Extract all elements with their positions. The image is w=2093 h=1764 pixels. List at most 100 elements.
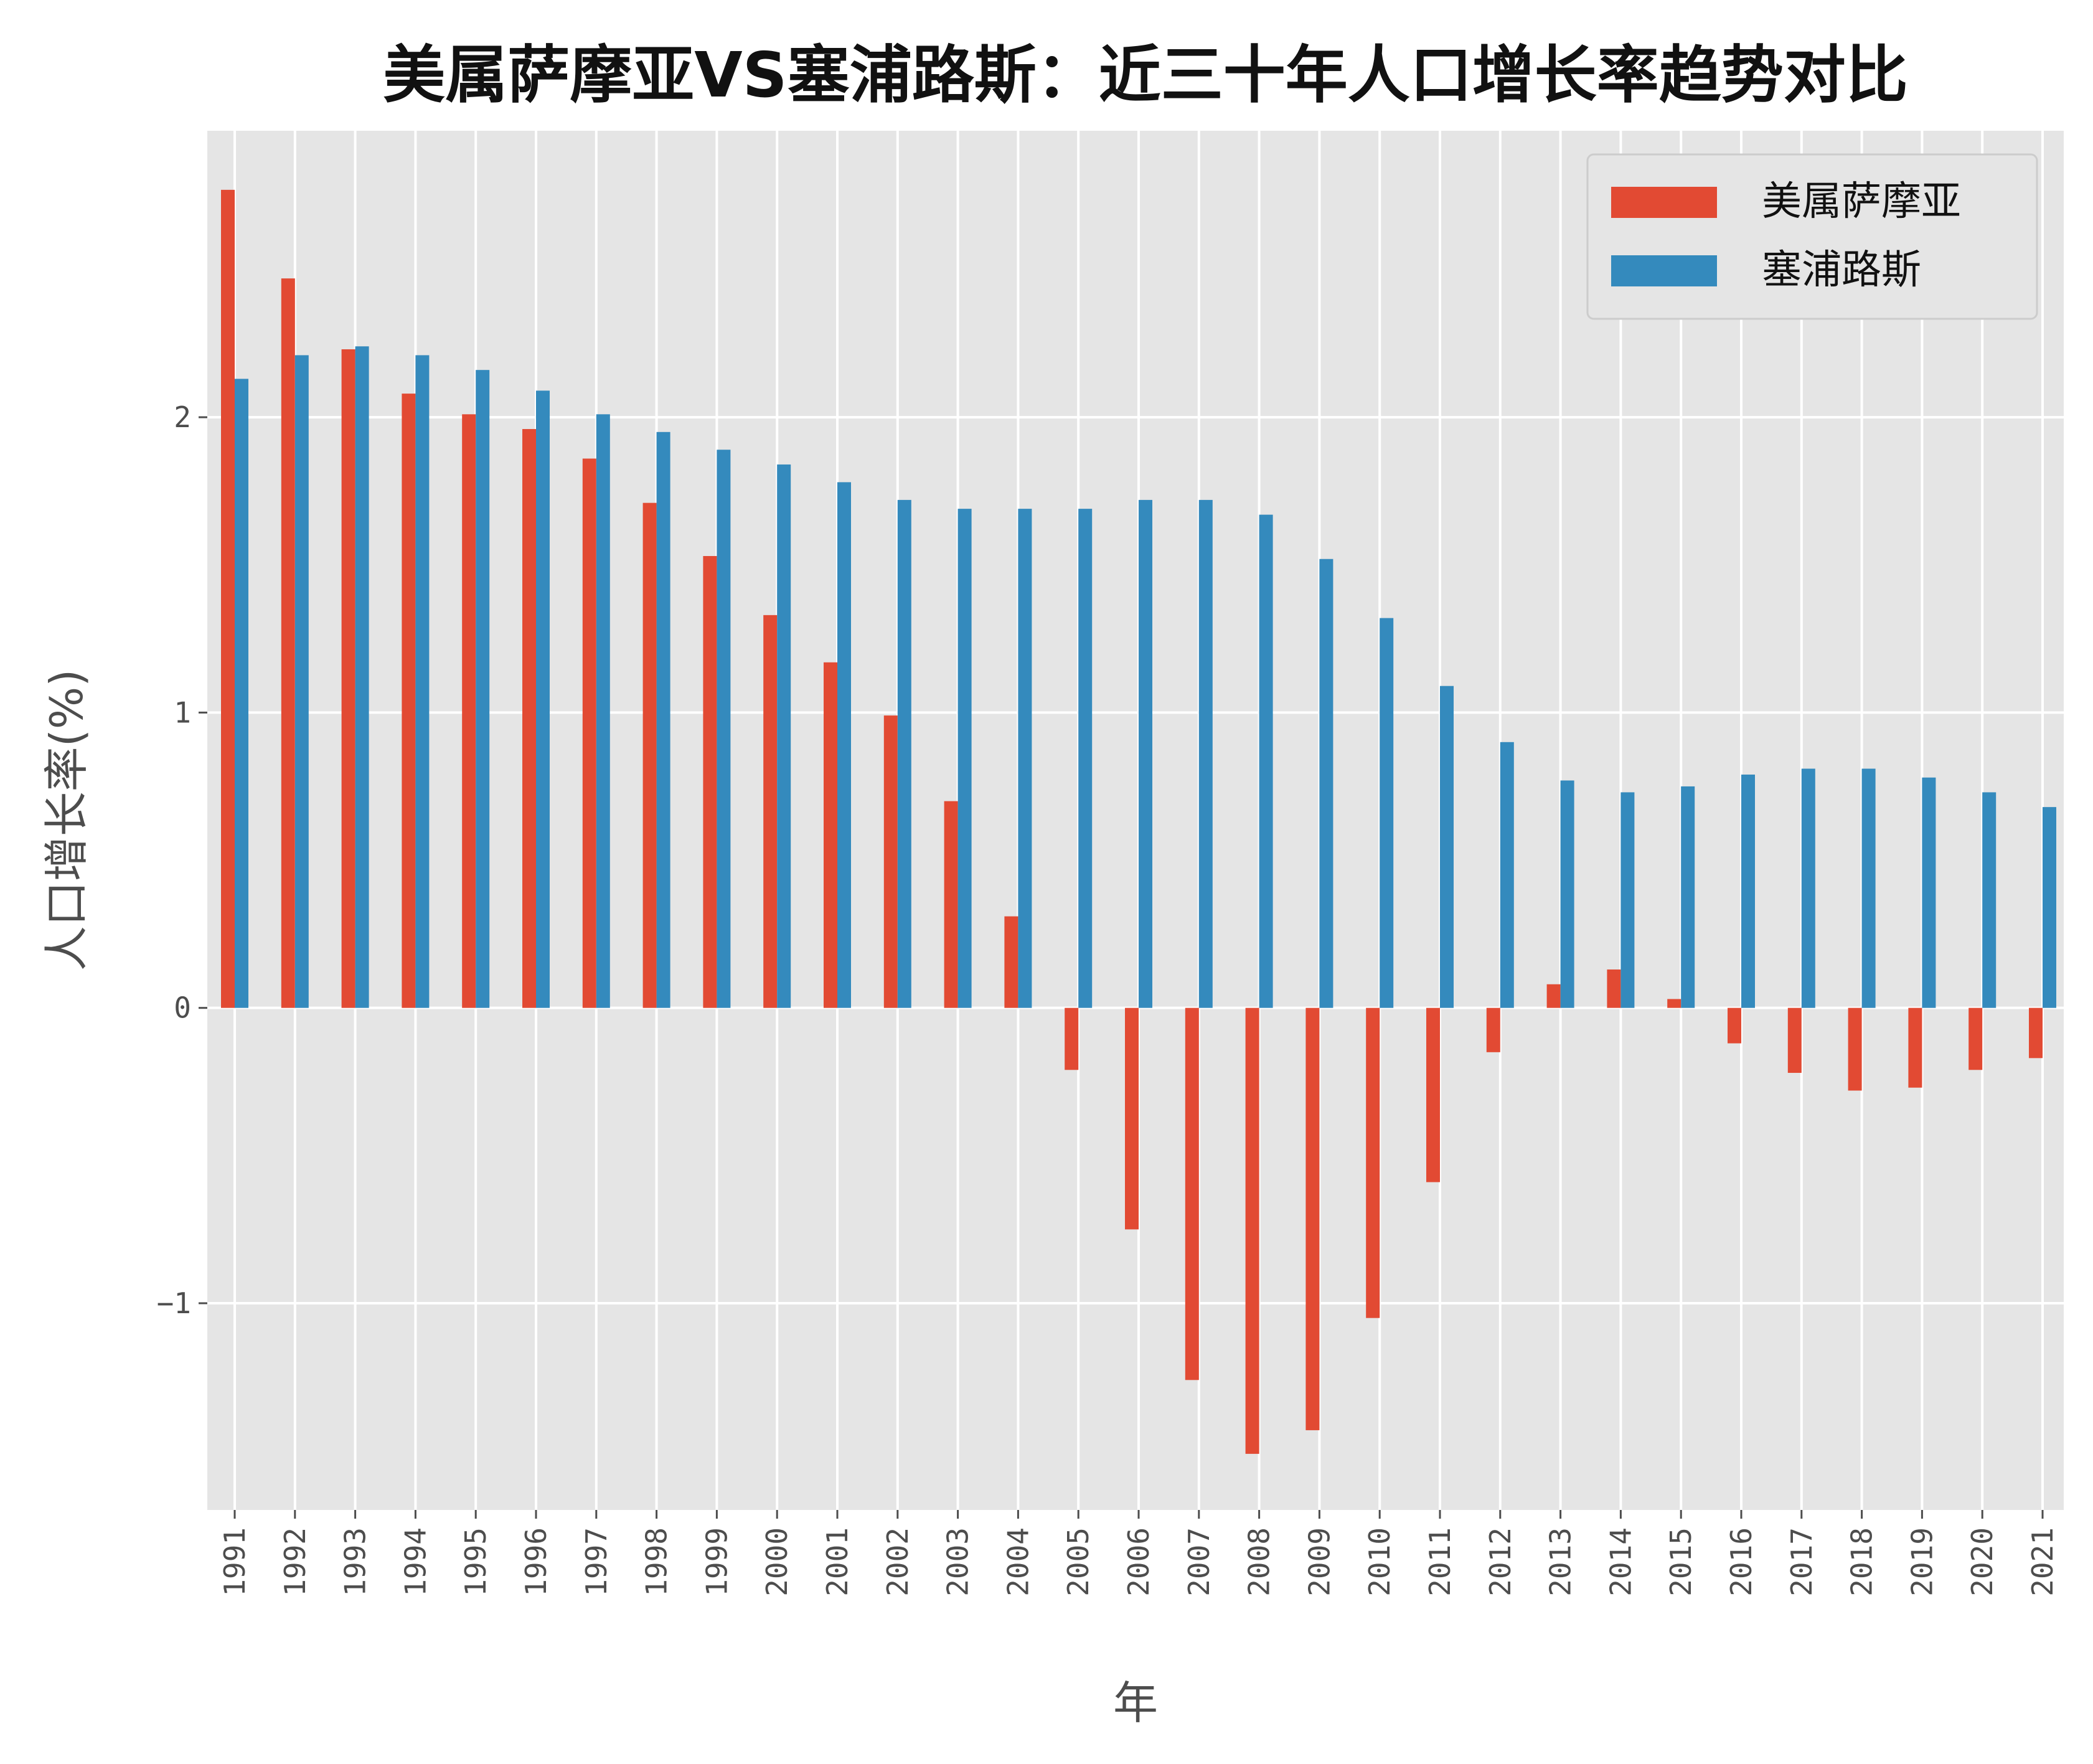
- y-tick-label: −1: [157, 1286, 191, 1320]
- bar-series-2-1992: [294, 355, 309, 1008]
- x-tick-label: 2020: [1965, 1527, 1999, 1597]
- x-tick-label: 1999: [700, 1527, 733, 1597]
- bar-series-1-2012: [1486, 1007, 1500, 1052]
- x-tick-label: 1993: [339, 1527, 372, 1597]
- bar-series-2-2015: [1681, 786, 1695, 1008]
- bar-series-1-2005: [1065, 1007, 1079, 1070]
- bar-series-1-1993: [341, 349, 355, 1008]
- x-tick-label: 2021: [2026, 1527, 2059, 1597]
- x-tick-label: 2010: [1363, 1527, 1396, 1597]
- bar-series-1-2007: [1185, 1007, 1199, 1380]
- bar-series-1-2001: [824, 662, 837, 1008]
- y-axis-title: 人口增长率(%): [40, 669, 93, 971]
- y-tick-label: 0: [174, 991, 191, 1025]
- x-tick-label: 1996: [519, 1527, 553, 1597]
- bar-series-1-1999: [703, 555, 717, 1008]
- x-tick-label: 1998: [640, 1527, 674, 1597]
- bar-series-2-2013: [1560, 780, 1574, 1008]
- bar-series-2-2006: [1139, 499, 1152, 1008]
- bar-series-2-2017: [1801, 768, 1815, 1008]
- bar-series-2-2009: [1319, 559, 1333, 1008]
- bar-series-1-2018: [1848, 1007, 1862, 1091]
- legend-swatch-series-2: [1611, 255, 1717, 286]
- bar-series-1-2021: [2029, 1007, 2043, 1059]
- x-tick-label: 2014: [1604, 1527, 1637, 1597]
- bar-series-2-2018: [1861, 768, 1876, 1008]
- bar-series-2-2010: [1380, 618, 1394, 1008]
- bar-series-1-2010: [1366, 1007, 1380, 1318]
- x-tick-label: 2001: [821, 1527, 854, 1597]
- bar-series-1-2016: [1728, 1007, 1741, 1044]
- x-axis-title: 年: [1113, 1677, 1158, 1729]
- bar-series-1-1995: [462, 414, 476, 1008]
- x-tick-label: 2013: [1544, 1527, 1578, 1597]
- legend-label-series-1: 美属萨摩亚: [1762, 179, 1961, 225]
- x-tick-label: 2005: [1061, 1527, 1095, 1597]
- legend: 美属萨摩亚 塞浦路斯: [1586, 153, 2038, 320]
- bar-series-2-1998: [656, 432, 670, 1008]
- bar-series-1-2017: [1787, 1007, 1802, 1073]
- bar-series-2-2016: [1741, 774, 1755, 1008]
- bar-series-1-2013: [1546, 984, 1561, 1008]
- x-tick-label: 1992: [278, 1527, 312, 1597]
- x-tick-label: 2008: [1243, 1527, 1276, 1597]
- bar-series-2-1999: [717, 450, 731, 1008]
- chart-title: 美属萨摩亚VS塞浦路斯：近三十年人口增长率趋势对比: [383, 39, 1907, 111]
- x-tick-label: 1994: [398, 1527, 432, 1597]
- bar-series-1-2011: [1426, 1007, 1440, 1182]
- bar-series-1-2015: [1667, 999, 1681, 1008]
- bar-series-1-1996: [522, 429, 536, 1008]
- x-tick-label: 2004: [1001, 1527, 1035, 1597]
- bar-series-1-1997: [582, 458, 596, 1008]
- x-tick-label: 1991: [218, 1527, 252, 1597]
- bar-series-1-2004: [1004, 916, 1018, 1008]
- bar-series-1-2002: [883, 715, 898, 1008]
- y-tick-label: 1: [174, 696, 191, 729]
- y-tick-label: 2: [174, 400, 191, 434]
- x-tick-label: 2018: [1845, 1527, 1879, 1597]
- bar-series-1-2000: [763, 615, 778, 1008]
- x-tick-label: 2012: [1484, 1527, 1517, 1597]
- x-tick-label: 1995: [459, 1527, 492, 1597]
- bar-series-2-2011: [1440, 686, 1454, 1008]
- bar-series-2-2007: [1198, 499, 1213, 1008]
- bar-series-1-2006: [1125, 1007, 1139, 1230]
- x-tick-label: 2009: [1302, 1527, 1336, 1597]
- bar-series-2-1996: [536, 390, 550, 1008]
- x-tick-label: 2019: [1905, 1527, 1939, 1597]
- bar-series-1-2003: [944, 801, 958, 1008]
- bars: [221, 189, 2056, 1454]
- x-tick-label: 2011: [1423, 1527, 1457, 1597]
- x-tick-label: 2017: [1785, 1527, 1818, 1597]
- bar-series-1-2019: [1908, 1007, 1922, 1088]
- bar-series-2-2012: [1500, 742, 1514, 1008]
- bar-series-2-2001: [837, 482, 851, 1008]
- x-tick-label: 2006: [1122, 1527, 1155, 1597]
- bar-series-2-2005: [1078, 509, 1093, 1008]
- legend-swatch-series-1: [1611, 187, 1717, 218]
- bar-series-2-1991: [235, 379, 248, 1008]
- x-tick-label: 2000: [760, 1527, 794, 1597]
- x-tick-label: 2015: [1664, 1527, 1698, 1597]
- bar-series-2-2000: [777, 464, 791, 1008]
- x-tick-label: 2003: [941, 1527, 975, 1597]
- x-tick-label: 2002: [881, 1527, 915, 1597]
- bar-series-2-1995: [476, 370, 490, 1008]
- bar-series-2-2003: [957, 509, 972, 1008]
- axes: −1 0 1 2 1991 1992 1993 1994 1995 1996 1997 1998 199…: [157, 400, 2059, 1597]
- bar-series-1-2008: [1245, 1007, 1259, 1454]
- bar-series-2-2004: [1018, 509, 1032, 1008]
- bar-series-1-1994: [402, 394, 416, 1008]
- bar-series-1-1992: [281, 278, 295, 1008]
- bar-series-1-2020: [1968, 1007, 1983, 1070]
- bar-series-2-1997: [596, 414, 610, 1008]
- legend-label-series-2: 塞浦路斯: [1762, 247, 1921, 293]
- bar-series-2-1994: [415, 355, 430, 1008]
- bar-series-2-2008: [1259, 514, 1273, 1008]
- x-tick-label: 1997: [580, 1527, 613, 1597]
- bar-series-2-1993: [355, 346, 369, 1008]
- bar-series-1-1998: [642, 502, 657, 1008]
- bar-series-2-2021: [2043, 807, 2056, 1008]
- bar-series-2-2014: [1620, 792, 1635, 1008]
- bar-series-1-2014: [1607, 969, 1621, 1008]
